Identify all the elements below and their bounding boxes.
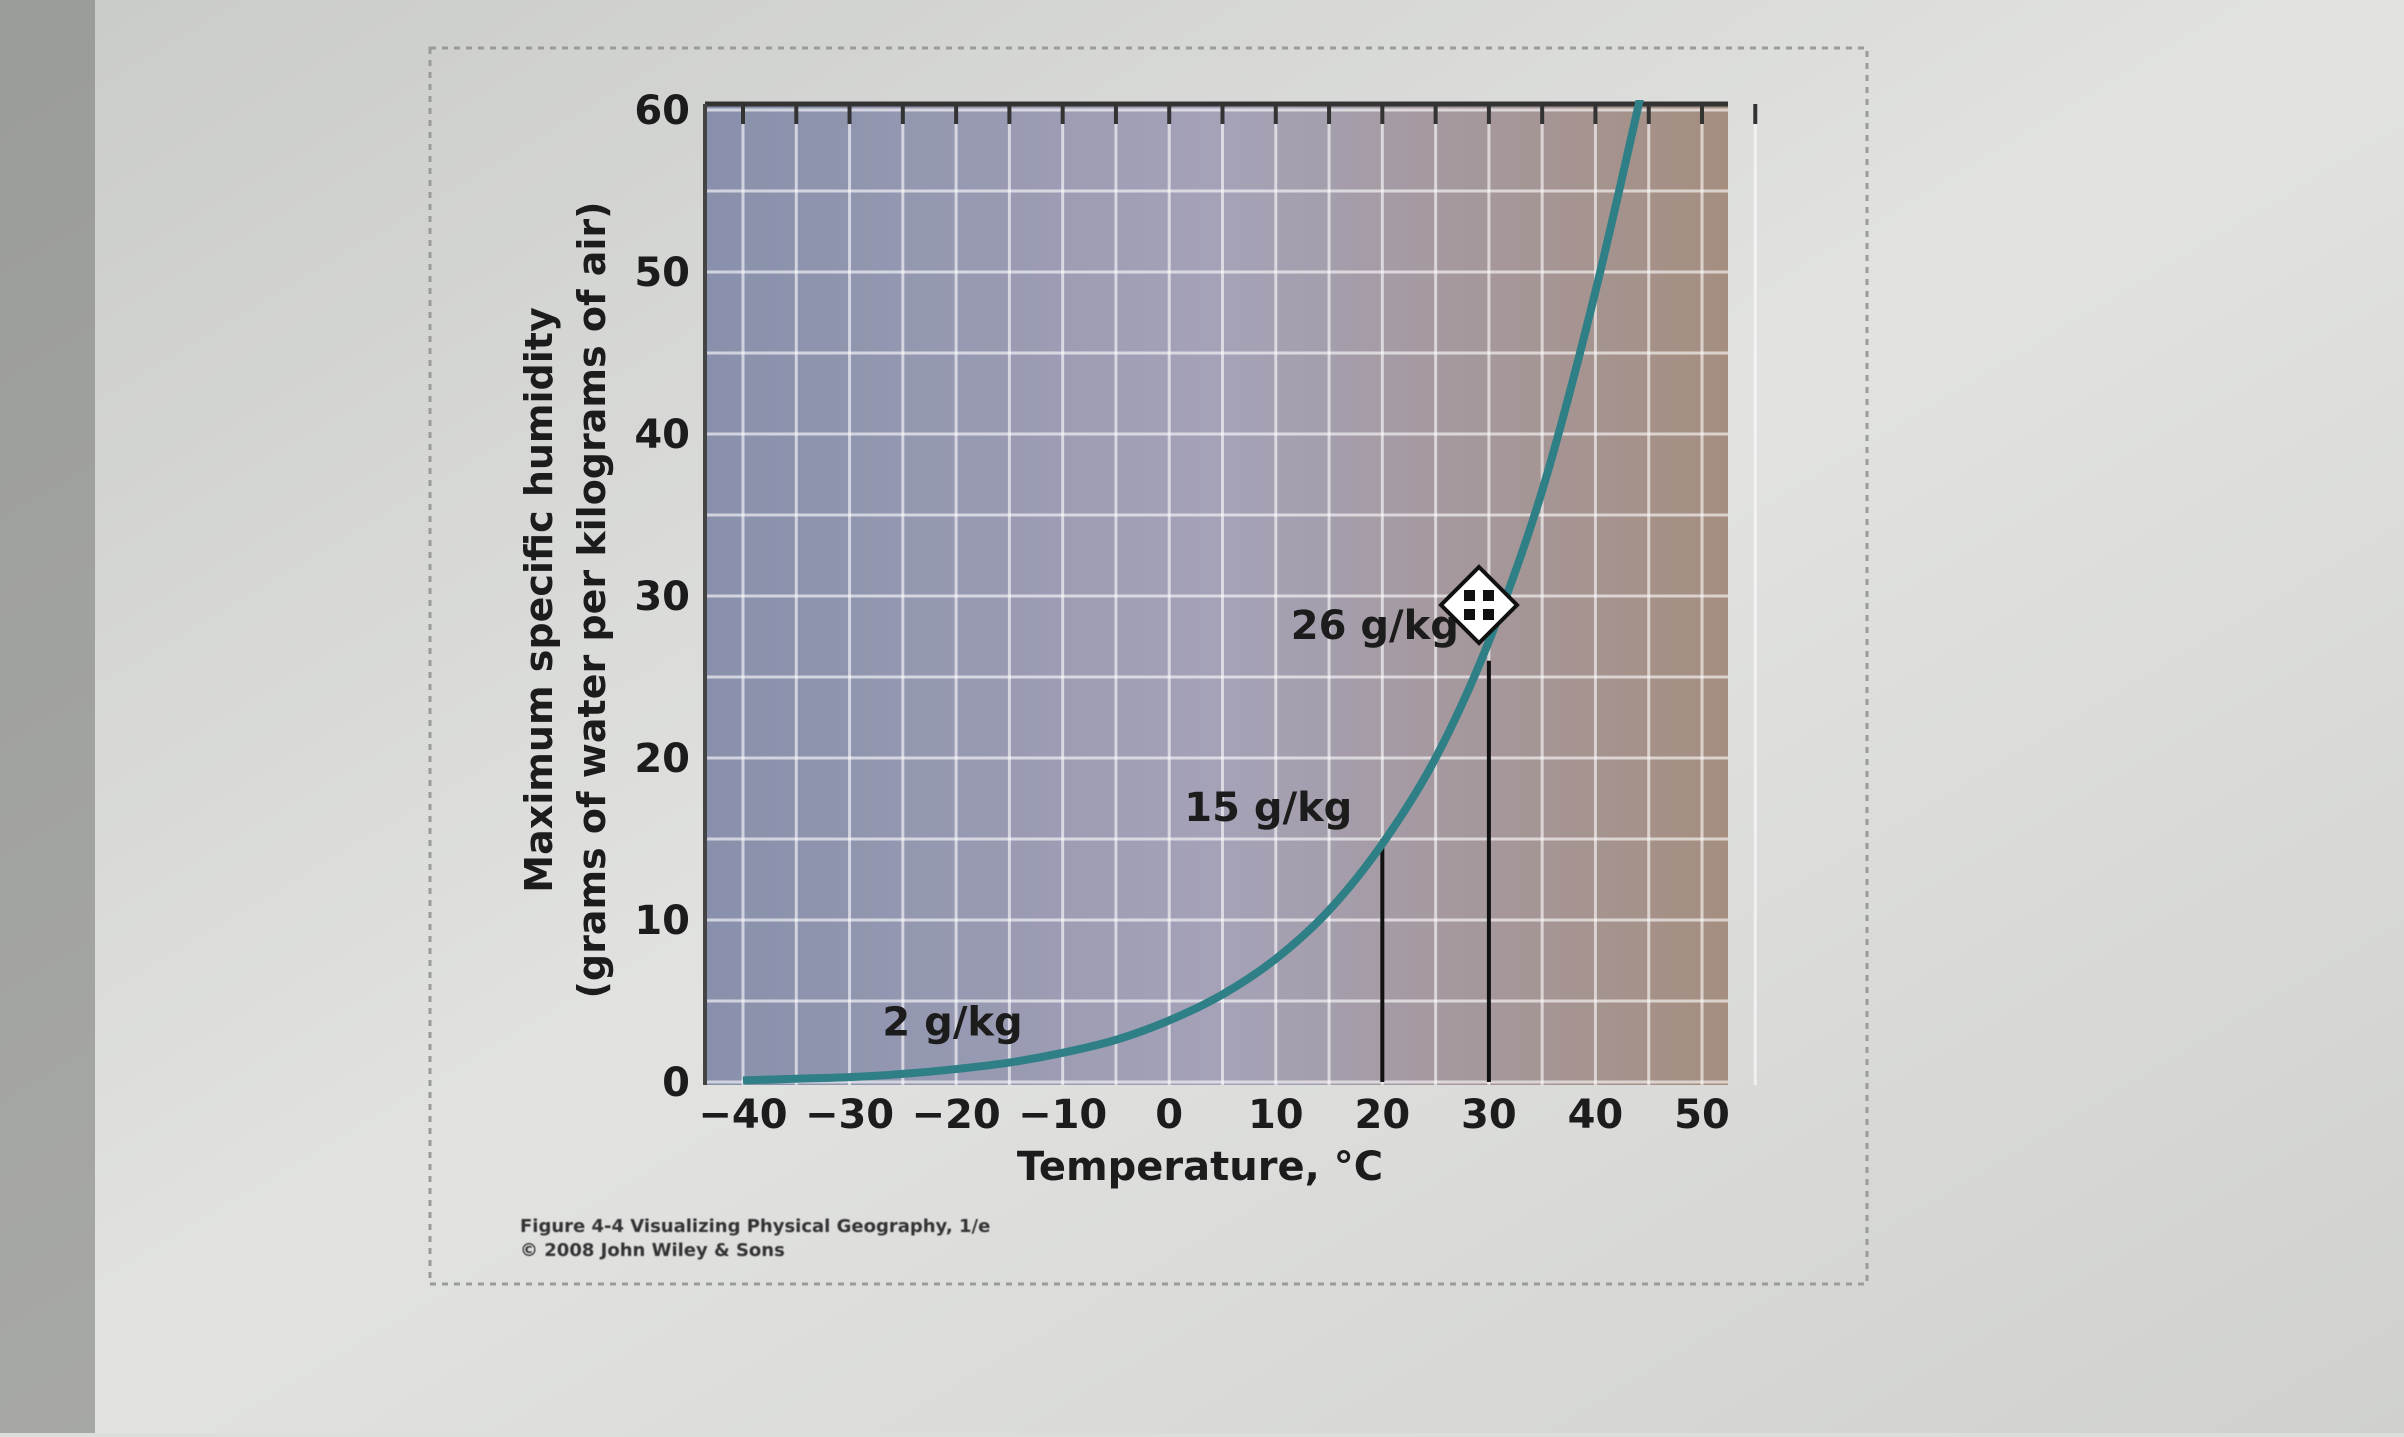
y-tick-label: 40	[634, 412, 690, 458]
x-tick-label: 50	[1674, 1092, 1730, 1138]
selection-border	[428, 46, 1869, 1286]
move-cursor-icon	[1438, 564, 1520, 646]
x-tick-label: 10	[1248, 1092, 1304, 1138]
figure-caption: Figure 4-4 Visualizing Physical Geograph…	[520, 1215, 990, 1263]
y-tick-label: 10	[634, 898, 690, 944]
y-axis-subtitle: (grams of water per kilograms of air)	[570, 202, 614, 999]
x-tick-label: 20	[1354, 1092, 1410, 1138]
caption-line-2: © 2008 John Wiley & Sons	[520, 1240, 785, 1261]
x-tick-label: 30	[1461, 1092, 1517, 1138]
caption-line-1: Figure 4-4 Visualizing Physical Geograph…	[520, 1216, 991, 1237]
x-tick-label: −20	[912, 1092, 1001, 1138]
annotation-label: 15 g/kg	[1184, 785, 1352, 831]
x-axis-title: Temperature, °C	[1017, 1144, 1383, 1190]
y-tick-label: 60	[634, 88, 690, 134]
humidity-curve	[742, 100, 1644, 1085]
y-axis-title: Maximum specific humidity	[517, 307, 561, 893]
x-tick-label: −40	[698, 1092, 787, 1138]
y-tick-label: 50	[634, 250, 690, 296]
x-tick-label: 40	[1568, 1092, 1624, 1138]
annotation-label: 2 g/kg	[882, 1000, 1022, 1046]
y-tick-label: 30	[634, 574, 690, 620]
x-tick-label: 0	[1155, 1092, 1183, 1138]
x-tick-label: −10	[1018, 1092, 1107, 1138]
y-tick-label: 20	[634, 736, 690, 782]
y-tick-label: 0	[662, 1060, 690, 1106]
x-tick-label: −30	[805, 1092, 894, 1138]
screen-bezel-edge	[0, 0, 95, 1433]
annotation-label: 26 g/kg	[1291, 603, 1459, 649]
